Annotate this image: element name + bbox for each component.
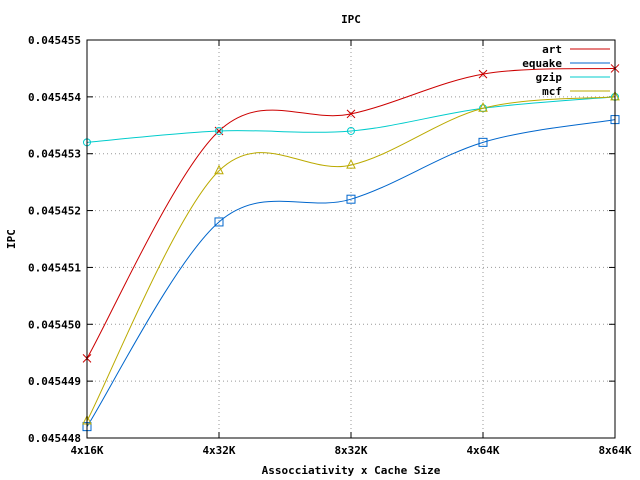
x-axis-label: Assocciativity x Cache Size <box>262 464 441 477</box>
x-tick-label: 4x64K <box>466 444 499 457</box>
data-point-mcf <box>214 164 224 175</box>
x-tick-label: 4x32K <box>202 444 235 457</box>
data-point-mcf <box>478 102 488 112</box>
y-axis-label: IPC <box>5 229 18 249</box>
legend-label-equake: equake <box>522 57 562 70</box>
data-point-gzip <box>215 126 223 135</box>
series-line-mcf <box>86 96 616 422</box>
legend-label-mcf: mcf <box>542 85 562 98</box>
data-point-gzip <box>347 126 355 135</box>
x-tick-label: 4x16K <box>70 444 103 457</box>
data-point-art <box>478 69 488 79</box>
data-point-equake <box>214 217 224 227</box>
series-line-gzip <box>86 96 616 143</box>
y-tick-label: 0.045454 <box>28 91 81 104</box>
y-tick-label: 0.045452 <box>28 205 81 218</box>
y-tick-label: 0.045450 <box>28 318 81 331</box>
plot-frame <box>86 39 616 439</box>
data-point-equake <box>346 194 356 204</box>
data-point-equake <box>478 137 488 147</box>
series-line-equake <box>86 119 616 427</box>
data-point-mcf <box>346 158 356 169</box>
legend-label-gzip: gzip <box>536 71 563 84</box>
axis-ticks: 0.045448 0.045449 0.045450 0.045451 0.045452… <box>28 34 632 457</box>
x-tick-label: 8x64K <box>598 444 631 457</box>
data-point-art <box>346 109 356 119</box>
y-tick-label: 0.045449 <box>28 375 81 388</box>
x-tick-label: 8x32K <box>334 444 367 457</box>
chart-title: IPC <box>341 13 361 26</box>
y-tick-label: 0.045453 <box>28 148 81 161</box>
y-tick-label: 0.045451 <box>28 261 81 274</box>
legend-label-art: art <box>542 43 562 56</box>
series-line-art <box>86 67 616 359</box>
grid-lines <box>87 40 615 438</box>
y-tick-label: 0.045448 <box>28 432 81 445</box>
y-tick-label: 0.045455 <box>28 34 81 47</box>
series-lines <box>86 67 616 427</box>
